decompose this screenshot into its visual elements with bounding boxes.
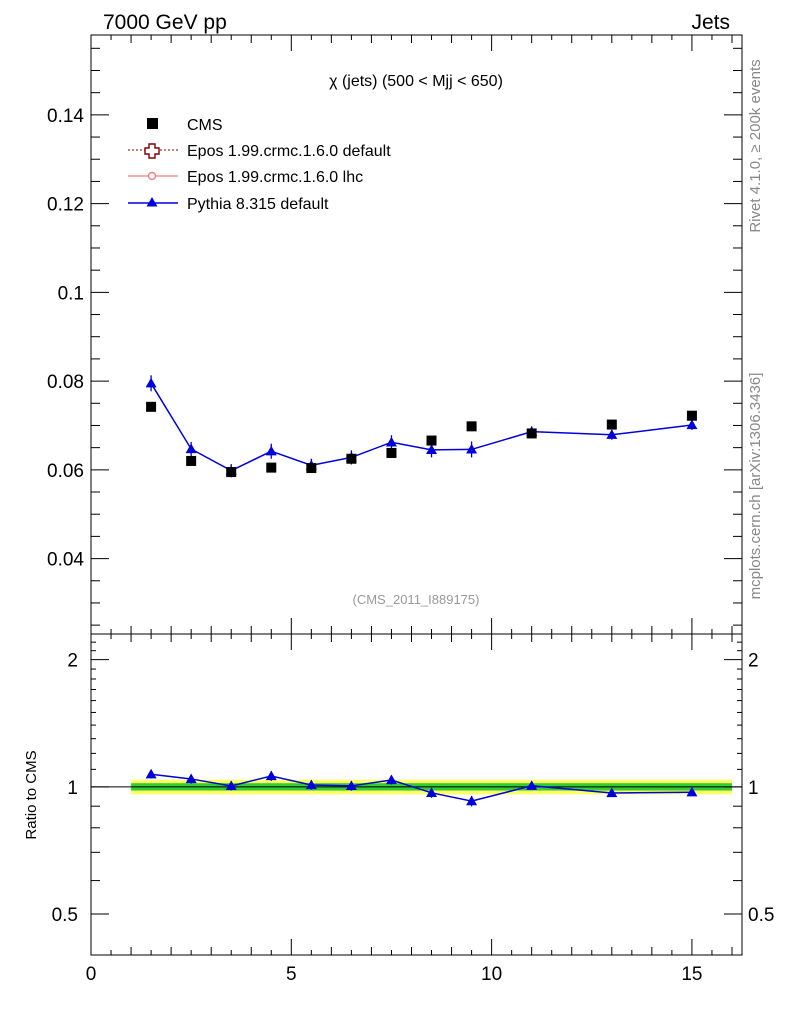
- pythia-ratio-point: [185, 773, 197, 784]
- pythia-point: [385, 436, 397, 447]
- cms-point: [346, 453, 357, 464]
- pythia-point: [686, 419, 698, 430]
- ratio-ticks: 0.5 0.5 1 1 2 2: [52, 634, 774, 956]
- legend-marker-pythia: [146, 197, 158, 207]
- y-tick-label-main: 0.06: [47, 461, 84, 482]
- legend-marker-epos-default: [144, 143, 160, 159]
- cms-point: [426, 435, 437, 446]
- pythia-point: [145, 377, 157, 388]
- legend-marker-cms: [147, 118, 158, 129]
- cms-point: [146, 401, 157, 412]
- legend-marker-epos-lhc: [147, 171, 157, 181]
- header-process-label: Jets: [691, 11, 730, 34]
- legend-label-cms: CMS: [187, 117, 223, 134]
- pythia-ratio-point: [345, 780, 357, 791]
- pythia-ratio-point: [385, 774, 397, 785]
- cms-point: [386, 447, 397, 458]
- legend: CMS Epos 1.99.crmc.1.6.0 default Epos 1.…: [128, 117, 391, 213]
- ratio-ylabel: Ratio to CMS: [23, 750, 40, 839]
- cms-point: [186, 455, 197, 466]
- y-tick-label-ratio-left: 0.5: [52, 905, 78, 926]
- y-tick-label-ratio-right: 1: [748, 778, 759, 799]
- pythia-ratio-point: [606, 787, 618, 798]
- mcplots-label: mcplots.cern.ch [arXiv:1306.3436]: [747, 373, 764, 600]
- ratio-frame: [90, 633, 743, 956]
- y-tick-label-main: 0.12: [47, 195, 84, 216]
- cms-point: [606, 419, 617, 430]
- rivet-version-label: Rivet 4.1.0, ≥ 200k events: [747, 59, 764, 232]
- y-tick-label-main: 0.14: [47, 106, 84, 127]
- cms-point: [466, 421, 477, 432]
- x-tick-label: 10: [481, 964, 502, 985]
- y-tick-label-ratio-right: 0.5: [748, 905, 774, 926]
- x-tick-label: 5: [286, 964, 297, 985]
- pythia-ratio-point: [466, 795, 478, 806]
- main-ticks: 0.04 0.06 0.08 0.1 0.12 0.14: [47, 35, 742, 634]
- pythia-point: [466, 443, 478, 454]
- ratio-panel: 0.5 0.5 1 1 2 2 Ratio to CMS: [23, 633, 774, 956]
- cms-point: [226, 467, 237, 478]
- y-tick-label-main: 0.04: [47, 550, 84, 571]
- cms-point: [686, 410, 697, 421]
- legend-label-pythia: Pythia 8.315 default: [187, 196, 329, 213]
- cms-point: [266, 462, 277, 473]
- plot-title: χ (jets) (500 < Mjj < 650): [329, 73, 503, 90]
- x-tick-labels: 0 5 10 15: [86, 964, 703, 985]
- y-tick-label-ratio-left: 2: [67, 651, 78, 672]
- pythia-ratio-point: [426, 787, 438, 797]
- legend-label-epos-lhc: Epos 1.99.crmc.1.6.0 lhc: [187, 169, 363, 186]
- pythia-point: [265, 445, 277, 456]
- pythia-ratio-point: [225, 780, 237, 791]
- pythia-line: [150, 382, 693, 472]
- pythia-point: [426, 444, 438, 454]
- y-tick-label-ratio-right: 2: [748, 651, 759, 672]
- pythia-point: [606, 429, 618, 439]
- pythia-ratio-point: [526, 780, 538, 790]
- legend-label-epos-default: Epos 1.99.crmc.1.6.0 default: [187, 143, 391, 160]
- pythia-ratio-line: [151, 773, 692, 802]
- pythia-ratio-point: [145, 768, 157, 779]
- y-tick-label-ratio-left: 1: [67, 778, 78, 799]
- cms-point: [306, 463, 317, 474]
- pythia-ratio-point: [305, 779, 317, 790]
- y-tick-label-main: 0.08: [47, 372, 84, 393]
- y-tick-label-main: 0.1: [58, 283, 84, 304]
- pythia-point: [185, 443, 197, 454]
- header-energy-label: 7000 GeV pp: [103, 11, 227, 34]
- x-tick-label: 0: [86, 964, 97, 985]
- x-tick-label: 15: [681, 964, 702, 985]
- ratio-plot-area: [91, 768, 742, 807]
- main-plot-area: [145, 375, 698, 478]
- cms-point: [526, 428, 537, 439]
- pythia-ratio-point: [265, 770, 277, 781]
- pythia-ratio-point: [686, 786, 698, 797]
- analysis-tag: (CMS_2011_I889175): [353, 592, 480, 607]
